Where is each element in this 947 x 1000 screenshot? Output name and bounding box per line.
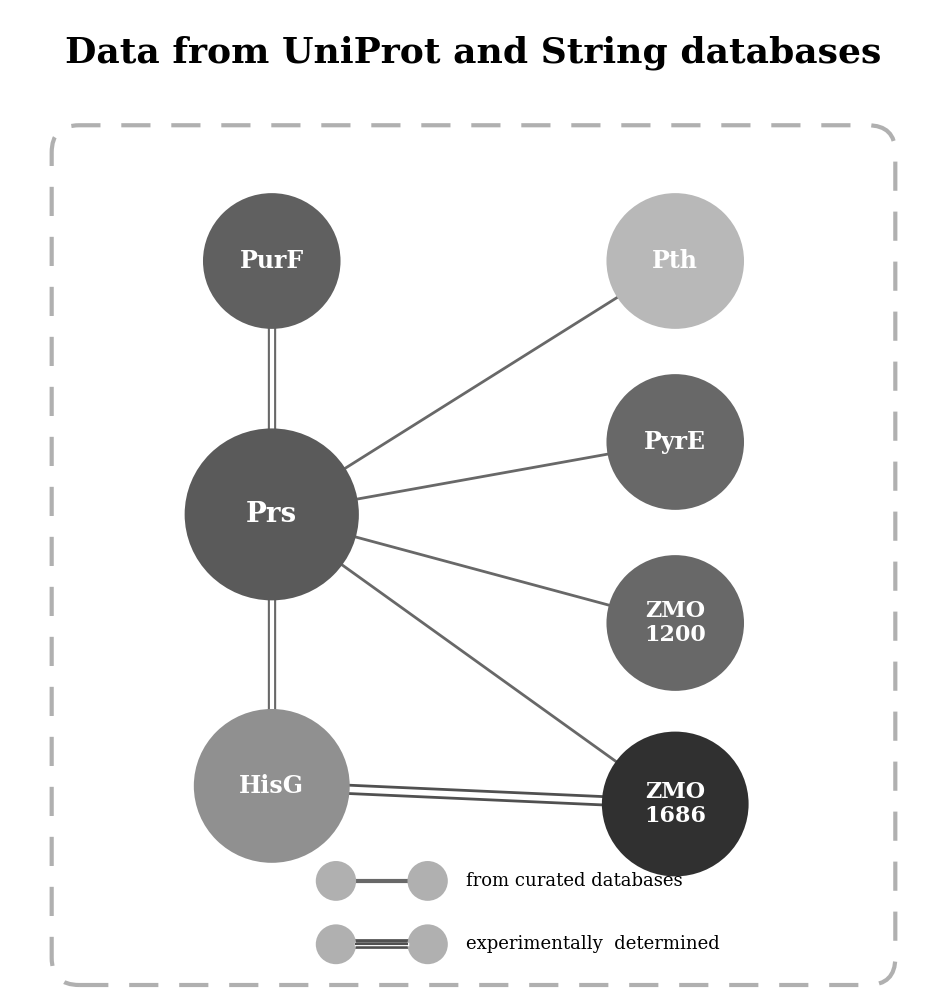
Circle shape [315,924,356,964]
Text: Pth: Pth [652,249,698,273]
Text: Data from UniProt and String databases: Data from UniProt and String databases [65,35,882,70]
Text: experimentally  determined: experimentally determined [466,935,720,953]
Text: PurF: PurF [240,249,304,273]
Circle shape [602,732,748,876]
Circle shape [606,193,744,329]
Text: ZMO
1686: ZMO 1686 [644,781,706,827]
Text: PyrE: PyrE [644,430,706,454]
Circle shape [315,861,356,901]
Text: from curated databases: from curated databases [466,872,683,890]
Text: Prs: Prs [246,501,297,528]
Circle shape [185,428,359,600]
Circle shape [194,709,349,863]
Text: HisG: HisG [240,774,304,798]
Circle shape [407,924,448,964]
Text: ZMO
1200: ZMO 1200 [644,600,706,646]
Circle shape [606,374,744,510]
Circle shape [203,193,341,329]
Circle shape [407,861,448,901]
Circle shape [606,555,744,691]
